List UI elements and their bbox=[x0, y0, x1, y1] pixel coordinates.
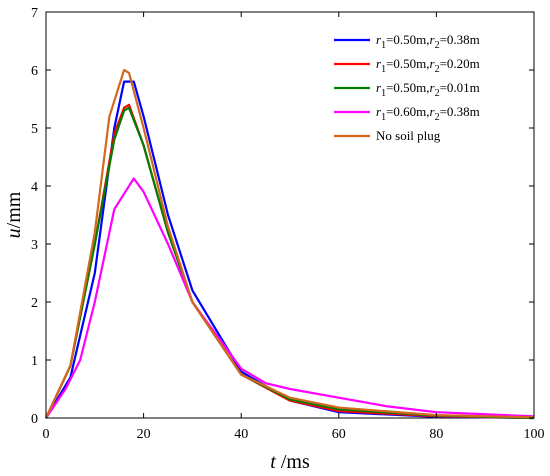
y-tick-label: 5 bbox=[31, 122, 38, 137]
legend: r1=0.50m,r2=0.38m r1=0.50m,r2=0.20m r1=0.5… bbox=[334, 32, 480, 143]
legend-label-5: No soil plug bbox=[376, 128, 441, 143]
series-line-4 bbox=[45, 177, 535, 419]
plot-frame bbox=[45, 11, 535, 419]
series-line-1 bbox=[45, 80, 535, 420]
series-line-5 bbox=[45, 68, 535, 419]
y-tick-label: 4 bbox=[31, 180, 38, 195]
y-tick-label: 7 bbox=[31, 6, 38, 21]
y-tick-label: 3 bbox=[31, 238, 38, 253]
axes-layer: 0 20 40 60 80 100 0 1 2 3 4 5 6 7 bbox=[31, 6, 545, 442]
legend-label-3: r1=0.50m,r2=0.01m bbox=[376, 80, 480, 99]
y-tick-label: 6 bbox=[31, 64, 38, 79]
legend-label-4: r1=0.60m,r2=0.38m bbox=[376, 104, 480, 123]
y-tick-label: 2 bbox=[31, 296, 38, 311]
axis-titles: t /ms u/mm bbox=[3, 191, 310, 473]
series-line-2 bbox=[45, 103, 535, 420]
legend-label-2: r1=0.50m,r2=0.20m bbox=[376, 56, 480, 75]
series-line-3 bbox=[45, 106, 535, 420]
x-axis-title: t /ms bbox=[270, 451, 310, 473]
legend-label-1: r1=0.50m,r2=0.38m bbox=[376, 32, 480, 51]
y-tick-label: 1 bbox=[31, 354, 38, 369]
series-layer bbox=[45, 68, 535, 420]
x-tick-label: 40 bbox=[234, 427, 248, 442]
y-tick-label: 0 bbox=[31, 412, 38, 427]
y-axis-title: u/mm bbox=[3, 191, 25, 238]
x-tick-label: 80 bbox=[429, 427, 443, 442]
x-tick-label: 60 bbox=[332, 427, 346, 442]
x-tick-label: 100 bbox=[524, 427, 545, 442]
plot-area bbox=[45, 11, 535, 419]
x-tick-label: 0 bbox=[43, 427, 50, 442]
x-tick-label: 20 bbox=[137, 427, 151, 442]
